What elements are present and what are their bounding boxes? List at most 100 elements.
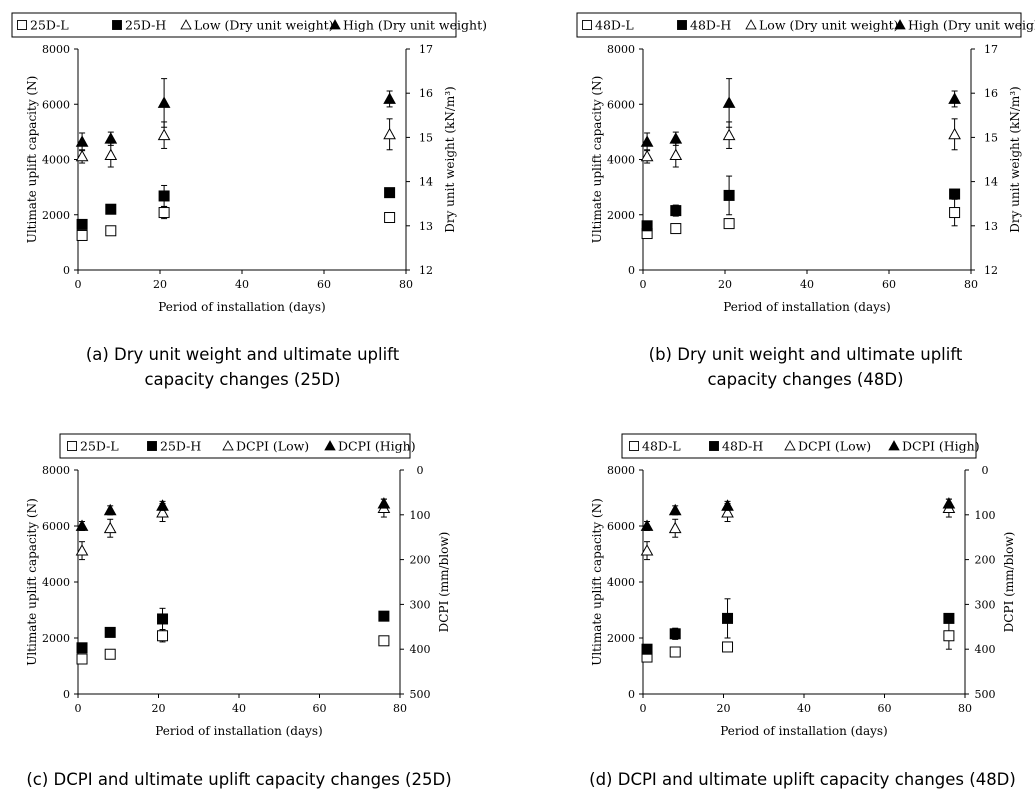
chart-d-legend-symbol (629, 441, 639, 451)
chart-c-point (378, 635, 390, 647)
chart-panel-b: 0 20 40 60 80 0 2000 4000 6000 8000 12 13 14 15 16 17 Pe… (565, 0, 1035, 330)
chart-b-y-tick-label: 2000 (607, 209, 635, 222)
chart-d-point (641, 643, 653, 655)
chart-a-legend-symbol (112, 20, 122, 30)
chart-d-legend-symbol (784, 440, 796, 451)
chart-a-legend-label: High (Dry unit weight) (343, 18, 487, 33)
chart-d-legend-symbol (888, 440, 900, 451)
caption-b: (b) Dry unit weight and ultimate uplift … (583, 342, 1028, 392)
chart-c-legend-symbol (222, 440, 234, 451)
chart-b-legend-symbol (894, 19, 906, 30)
caption-b-line1: (b) Dry unit weight and ultimate uplift (648, 345, 963, 364)
chart-b-series-3 (640, 78, 961, 152)
chart-d-y2-tick-label: 400 (975, 643, 996, 656)
chart-d-point (669, 628, 681, 640)
chart-c-y2-tick-label: 500 (410, 688, 431, 701)
chart-b-legend-label: 48D-L (595, 18, 634, 33)
chart-c-point (156, 506, 169, 518)
chart-a-legend-label: Low (Dry unit weight) (194, 18, 334, 33)
chart-panel-a: 0 20 40 60 80 0 2000 4000 6000 8000 12 13 14 15 16 17 Pe… (0, 0, 487, 330)
chart-c-y-tick-label: 8000 (42, 464, 70, 477)
chart-a-y-tick-label: 4000 (42, 154, 70, 167)
chart-c-x-tick-label: 40 (232, 702, 246, 715)
chart-c-y2-tick-label: 0 (417, 464, 424, 477)
chart-d-y-tick-label: 0 (628, 688, 635, 701)
chart-b-legend-box (576, 12, 1022, 38)
chart-a-y-tick-label: 2000 (42, 209, 70, 222)
chart-d-legend: 48D-L 48D-H DCPI (Low) DCPI (High) (621, 433, 980, 459)
chart-a-point (105, 225, 117, 237)
chart-b-x-tick-label: 0 (640, 278, 647, 291)
chart-a-point (383, 92, 396, 104)
chart-b-legend-label: High (Dry unit weight) (908, 18, 1035, 33)
chart-d-y-tick-label: 6000 (607, 520, 635, 533)
chart-a-point (104, 148, 118, 160)
chart-b-x-tick-label: 40 (800, 278, 814, 291)
chart-b-x-tick-label: 60 (882, 278, 896, 291)
chart-d-point (942, 497, 956, 509)
chart-d-point (722, 612, 734, 624)
chart-a-legend-symbol (17, 20, 27, 30)
chart-b-point (949, 207, 961, 219)
chart-a-x-axis-title: Period of installation (days) (158, 300, 326, 314)
chart-d-svg: 0 20 40 60 80 0 2000 4000 6000 8000 0 100 200 300 400 5… (590, 433, 1016, 738)
chart-d-legend-marker (888, 440, 900, 451)
chart-b-y-tick-label: 4000 (607, 154, 635, 167)
chart-a-point (158, 190, 170, 202)
chart-a-point (75, 135, 89, 147)
chart-panel-d: 0 20 40 60 80 0 2000 4000 6000 8000 0 100 200 300 400 5… (565, 422, 1035, 752)
chart-b-point (669, 132, 683, 144)
chart-c-x-axis-title: Period of installation (days) (155, 724, 323, 738)
chart-a-y2-tick-label: 15 (419, 131, 433, 144)
chart-a-y-tick-label: 0 (63, 264, 70, 277)
chart-d-y2-tick-label: 200 (975, 554, 996, 567)
chart-b-series-2 (640, 118, 961, 168)
caption-c: (c) DCPI and ultimate uplift capacity ch… (4, 767, 474, 792)
chart-d-x-tick-label: 60 (878, 702, 892, 715)
chart-c-point (104, 626, 116, 638)
chart-d-point (669, 646, 681, 658)
chart-b-x-tick-label: 20 (718, 278, 732, 291)
chart-b-point (640, 149, 654, 162)
chart-b-point (722, 96, 736, 108)
chart-c-legend-marker (324, 440, 336, 451)
chart-a-point (383, 127, 396, 140)
caption-d-line: (d) DCPI and ultimate uplift capacity ch… (589, 770, 1016, 789)
chart-c-series-2 (75, 498, 391, 561)
chart-b-series-0 (641, 198, 961, 240)
chart-b-point (949, 188, 961, 200)
caption-c-line: (c) DCPI and ultimate uplift capacity ch… (26, 770, 452, 789)
chart-d-point (668, 521, 682, 534)
chart-b-legend-marker (677, 20, 687, 30)
chart-a-legend-marker (17, 20, 27, 30)
chart-b-legend-label: 48D-H (690, 18, 731, 33)
chart-c-point (75, 519, 89, 531)
chart-b-y-axis-title: Ultimate uplift capacity (N) (590, 76, 604, 244)
chart-b-x-tick-label: 80 (964, 278, 978, 291)
chart-b-point (948, 127, 961, 140)
chart-c-legend-marker (67, 441, 77, 451)
chart-c-legend-symbol (147, 441, 157, 451)
chart-b-legend-symbol (582, 20, 592, 30)
chart-a-point (76, 218, 88, 230)
chart-c-legend-label: 25D-L (80, 439, 119, 454)
chart-b-point (640, 135, 654, 147)
chart-a-x-tick-label: 0 (75, 278, 82, 291)
chart-c-point (103, 521, 117, 534)
chart-c-series-3 (75, 497, 391, 531)
chart-a-point (157, 96, 171, 108)
chart-c-point (157, 613, 169, 625)
chart-c-point (76, 653, 88, 665)
chart-c-legend-label: DCPI (High) (338, 439, 416, 454)
chart-b-legend-symbol (745, 19, 757, 30)
chart-c-point (156, 499, 169, 511)
chart-d-y-tick-label: 8000 (607, 464, 635, 477)
chart-a-point (75, 149, 89, 162)
chart-b-legend-marker (894, 19, 906, 30)
chart-a-y-axis-title: Ultimate uplift capacity (N) (25, 76, 39, 244)
chart-c-x-tick-label: 0 (75, 702, 82, 715)
chart-b-point (669, 148, 683, 160)
chart-b-point (723, 189, 735, 201)
chart-c-legend-marker (147, 441, 157, 451)
chart-c-y-tick-label: 2000 (42, 632, 70, 645)
